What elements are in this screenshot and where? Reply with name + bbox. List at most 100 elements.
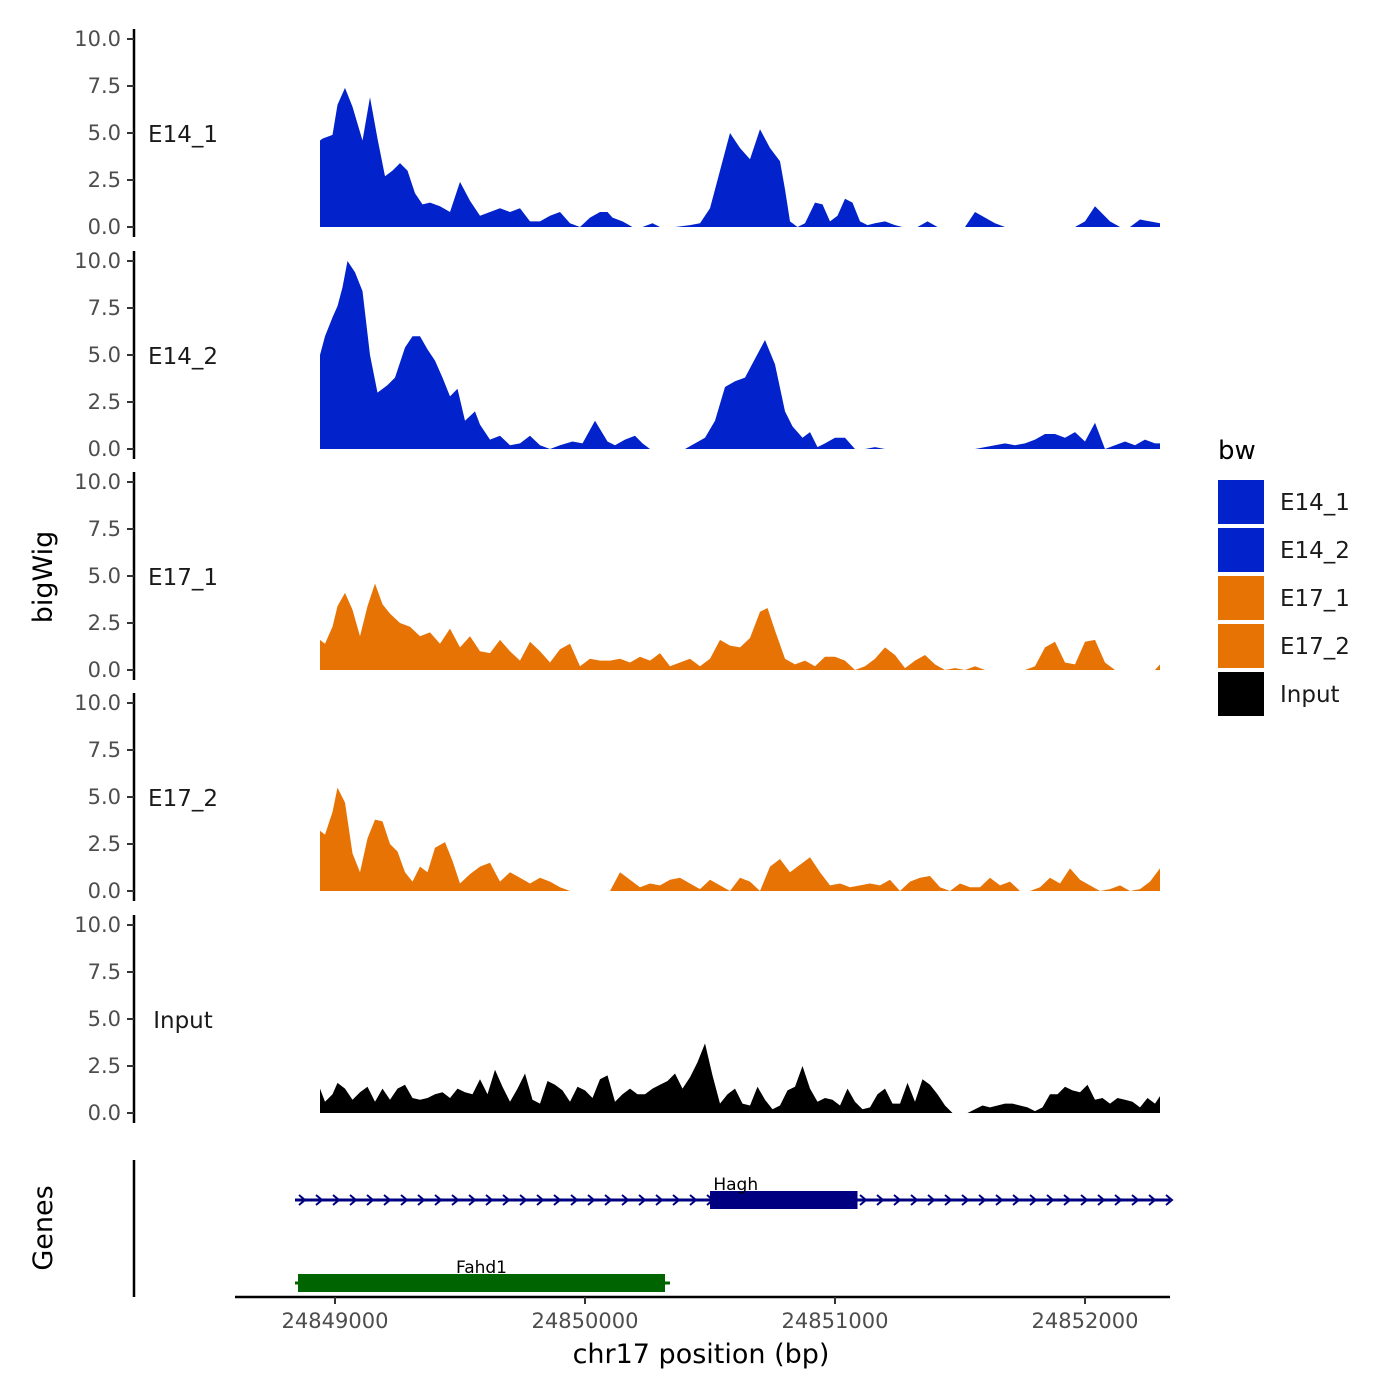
strand-arrow [961,1194,970,1206]
y-tick-label: 7.5 [88,296,121,320]
legend-key-e17-1 [1218,576,1264,620]
strand-arrow [672,1194,681,1206]
gene-fahd1: Fahd1 [295,1258,670,1292]
strand-arrow [315,1194,324,1206]
y-tick-label: 7.5 [88,960,121,984]
y-tick-label: 5.0 [88,564,121,588]
y-tick-label: 2.5 [88,1054,121,1078]
strand-arrow [502,1194,511,1206]
strand-arrow [519,1194,528,1206]
y-tick-label: 2.5 [88,832,121,856]
y-tick-label: 10.0 [74,913,121,937]
y-tick-label: 10.0 [74,27,121,51]
x-tick-label: 24852000 [1032,1309,1139,1333]
x-tick-label: 24850000 [532,1309,639,1333]
coverage-area-e17-1 [320,583,1160,670]
gene-track: Hagh Fahd1 [132,1160,1174,1297]
legend-key-e14-1 [1218,480,1264,524]
track-label: E17_2 [148,786,218,812]
strand-arrow [944,1194,953,1206]
legend-label: Input [1280,682,1340,708]
y-tick-label: 10.0 [74,470,121,494]
y-tick-label: 2.5 [88,168,121,192]
strand-arrow [1063,1194,1072,1206]
strand-arrow [451,1194,460,1206]
legend-label: E17_1 [1280,586,1350,612]
x-axis: 24849000 24850000 24851000 24852000 [235,1295,1170,1333]
strand-arrow [859,1194,868,1206]
legend-label: E14_1 [1280,490,1350,516]
x-tick-label: 24851000 [782,1309,889,1333]
strand-arrow [298,1194,307,1206]
y-tick-label: 5.0 [88,785,121,809]
strand-arrow [927,1194,936,1206]
strand-arrow [1097,1194,1106,1206]
x-tick-label: 24849000 [282,1309,389,1333]
track-panel-e14-2: 0.0 2.5 5.0 7.5 10.0 E14_2 [74,249,1160,461]
track-panel-e17-2: 0.0 2.5 5.0 7.5 10.0 E17_2 [74,691,1160,903]
strand-arrow [1165,1194,1174,1206]
strand-arrow [995,1194,1004,1206]
strand-arrow [1029,1194,1038,1206]
strand-arrow [1046,1194,1055,1206]
strand-arrow [417,1194,426,1206]
track-label: E14_2 [148,344,218,370]
strand-arrow [876,1194,885,1206]
legend-label: E17_2 [1280,634,1350,660]
y-tick-label: 2.5 [88,611,121,635]
genes-axis-title: Genes [28,1185,59,1270]
strand-arrow [1131,1194,1140,1206]
legend-key-e14-2 [1218,528,1264,572]
coverage-area-e14-2 [320,261,1160,449]
coverage-area-input [320,1043,1160,1113]
strand-arrow [1114,1194,1123,1206]
y-tick-label: 0.0 [88,437,121,461]
y-tick-label: 10.0 [74,249,121,273]
track-panel-e14-1: 0.0 2.5 5.0 7.5 10.0 E14_1 [74,27,1160,239]
strand-arrow [553,1194,562,1206]
strand-arrow [468,1194,477,1206]
gene-hagh: Hagh [295,1175,1174,1209]
strand-arrow [1148,1194,1157,1206]
y-tick-label: 0.0 [88,658,121,682]
strand-arrow [638,1194,647,1206]
strand-arrow [349,1194,358,1206]
y-tick-label: 0.0 [88,879,121,903]
y-tick-label: 7.5 [88,74,121,98]
track-label: Input [153,1008,213,1034]
y-tick-label: 5.0 [88,343,121,367]
strand-arrow [400,1194,409,1206]
legend-title: bw [1218,436,1256,466]
strand-arrow [536,1194,545,1206]
strand-arrow [893,1194,902,1206]
y-axis-title: bigWig [28,531,59,624]
strand-arrow [1012,1194,1021,1206]
track-panels: 0.0 2.5 5.0 7.5 10.0 E14_1 0.0 2.5 5.0 7.5 10.0 E14… [74,27,1160,1125]
strand-arrow [978,1194,987,1206]
y-tick-label: 7.5 [88,517,121,541]
strand-arrow [587,1194,596,1206]
gene-exon-block [298,1274,665,1292]
strand-arrow [910,1194,919,1206]
legend-label: E14_2 [1280,538,1350,564]
strand-arrow [621,1194,630,1206]
y-tick-label: 0.0 [88,1101,121,1125]
strand-arrow [434,1194,443,1206]
track-label: E17_1 [148,565,218,591]
y-tick-label: 5.0 [88,121,121,145]
track-label: E14_1 [148,122,218,148]
y-tick-label: 2.5 [88,390,121,414]
strand-arrow [383,1194,392,1206]
strand-arrow [570,1194,579,1206]
legend: bw E14_1 E14_2 E17_1 E17_2 Input [1218,436,1350,716]
strand-arrow [332,1194,341,1206]
track-panel-input: 0.0 2.5 5.0 7.5 10.0 Input [74,913,1160,1125]
y-tick-label: 10.0 [74,691,121,715]
legend-key-input [1218,672,1264,716]
strand-arrow [689,1194,698,1206]
strand-arrow [1080,1194,1089,1206]
coverage-area-e17-2 [320,787,1160,891]
coverage-area-e14-1 [320,87,1160,228]
y-tick-label: 0.0 [88,215,121,239]
